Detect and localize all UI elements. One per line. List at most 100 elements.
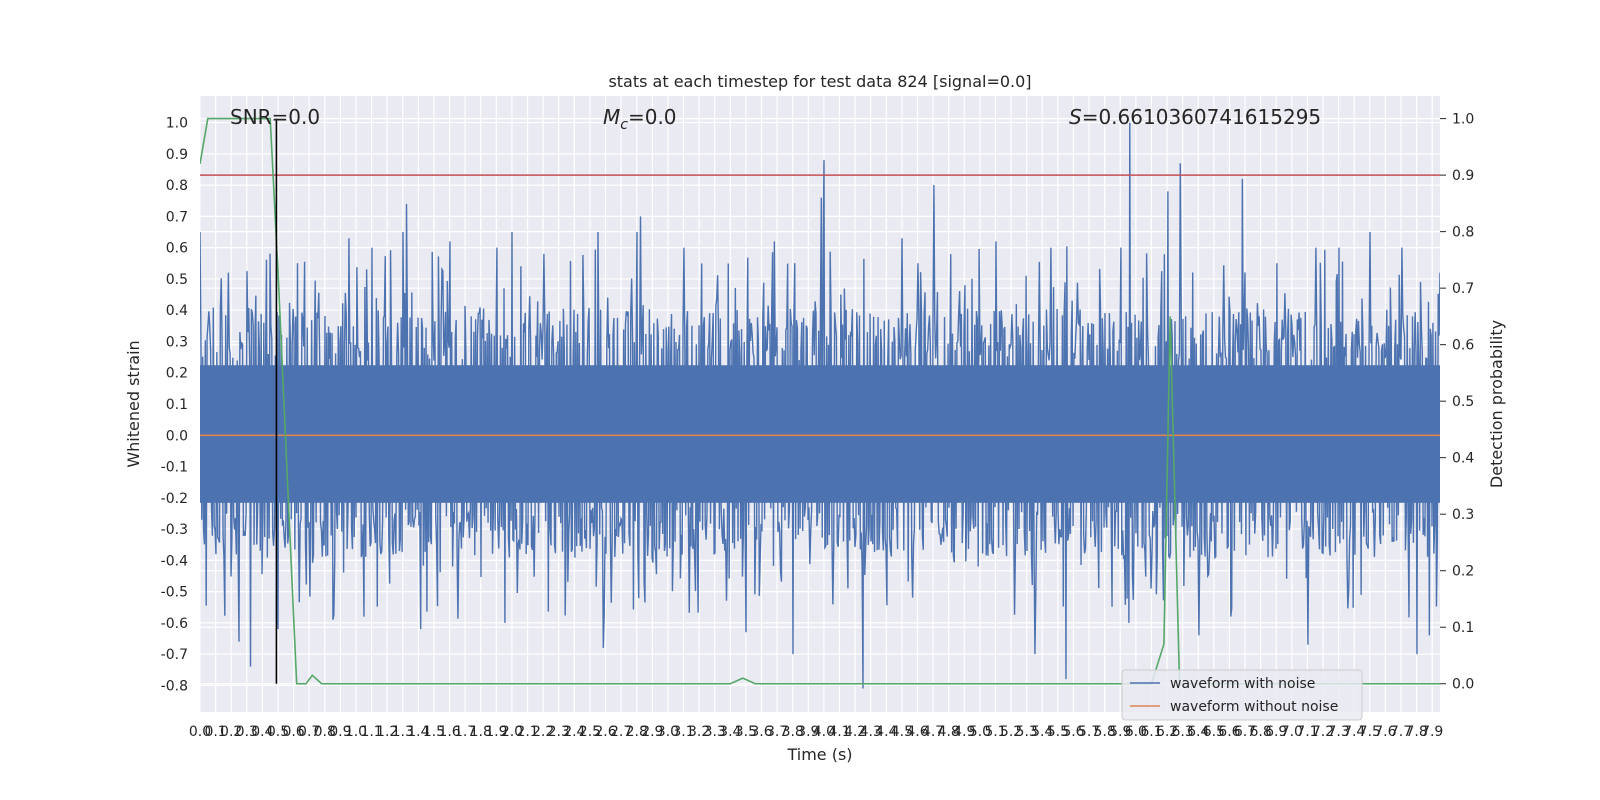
y-right-tick-label: 0.2: [1452, 564, 1474, 580]
y-right-tick-label: 0.9: [1452, 168, 1474, 184]
x-tick-label: 2.7: [610, 724, 632, 740]
y-left-tick-label: -0.6: [161, 616, 188, 632]
x-tick-label: 4.3: [860, 724, 882, 740]
x-tick-label: 4.0: [813, 724, 835, 740]
y-left-tick-label: 0.1: [166, 397, 188, 413]
y-left-tick-label: 0.3: [166, 334, 188, 350]
x-tick-label: 3.8: [782, 724, 804, 740]
chart-title: stats at each timestep for test data 824…: [608, 72, 1031, 91]
x-tick-label: 5.1: [984, 724, 1006, 740]
x-tick-label: 3.2: [688, 724, 710, 740]
x-tick-label: 3.5: [735, 724, 757, 740]
x-tick-label: 0.9: [329, 724, 351, 740]
x-tick-label: 0.8: [314, 724, 336, 740]
y-left-tick-label: 0.0: [166, 428, 188, 444]
x-tick-label: 4.1: [828, 724, 850, 740]
x-tick-label: 5.4: [1031, 724, 1053, 740]
x-tick-label: 3.3: [704, 724, 726, 740]
x-tick-label: 2.2: [532, 724, 554, 740]
legend-box: [1121, 669, 1363, 721]
x-tick-label: 6.5: [1203, 724, 1225, 740]
x-tick-label: 6.0: [1125, 724, 1147, 740]
x-tick-label: 2.9: [641, 724, 663, 740]
y-axis-right-label: Detection probability: [1487, 320, 1506, 488]
y-left-tick-label: 0.5: [166, 272, 188, 288]
x-tick-label: 7.0: [1281, 724, 1303, 740]
x-tick-label: 4.8: [938, 724, 960, 740]
x-tick-label: 7.2: [1312, 724, 1334, 740]
y-right-tick-label: 0.4: [1452, 451, 1474, 467]
x-tick-label: 1.1: [360, 724, 382, 740]
legend-label-noise: waveform with noise: [1170, 676, 1315, 692]
x-tick-label: 5.7: [1078, 724, 1100, 740]
x-tick-label: 5.0: [969, 724, 991, 740]
x-tick-label: 6.2: [1156, 724, 1178, 740]
y-axis-right-ticks: 0.0 0.1 0.2 0.3 0.4 0.5 0.6 0.7 0.8 0.9 1.0: [1440, 112, 1474, 693]
s-symbol: S: [1069, 105, 1082, 129]
x-tick-label: 1.5: [423, 724, 445, 740]
x-tick-label: 2.5: [579, 724, 601, 740]
mc-annotation: Mc=0.0: [603, 105, 677, 133]
x-tick-label: 3.9: [797, 724, 819, 740]
x-tick-label: 0.1: [204, 724, 226, 740]
x-tick-label: 2.4: [563, 724, 585, 740]
y-left-tick-label: 0.6: [166, 241, 188, 257]
x-tick-label: 4.4: [875, 724, 897, 740]
y-left-tick-label: 0.7: [166, 209, 188, 225]
x-tick-label: 3.4: [719, 724, 741, 740]
y-right-tick-label: 0.3: [1452, 507, 1474, 523]
x-tick-label: 5.2: [1000, 724, 1022, 740]
x-tick-label: 0.2: [220, 724, 242, 740]
x-tick-label: 7.3: [1327, 724, 1349, 740]
x-tick-label: 7.8: [1405, 724, 1427, 740]
s-annotation: S=0.6610360741615295: [1069, 105, 1321, 129]
x-tick-label: 6.4: [1187, 724, 1209, 740]
detection-probability-line: [200, 117, 1440, 685]
x-tick-label: 7.4: [1343, 724, 1365, 740]
y-left-tick-label: -0.7: [161, 647, 188, 663]
x-tick-label: 6.6: [1218, 724, 1240, 740]
x-tick-label: 1.6: [438, 724, 460, 740]
y-left-tick-label: -0.5: [161, 585, 188, 601]
x-tick-label: 1.0: [345, 724, 367, 740]
x-tick-label: 4.6: [906, 724, 928, 740]
x-tick-label: 0.4: [251, 724, 273, 740]
plot-area: [200, 117, 1440, 689]
x-tick-label: 1.3: [392, 724, 414, 740]
x-tick-label: 1.2: [376, 724, 398, 740]
x-tick-label: 7.6: [1374, 724, 1396, 740]
y-right-tick-label: 0.7: [1452, 281, 1474, 297]
y-axis-left-ticks: -0.8 -0.7 -0.6 -0.5 -0.4 -0.3 -0.2 -0.1 0.0 0.1 0.…: [161, 116, 188, 695]
x-tick-label: 4.7: [922, 724, 944, 740]
y-left-tick-label: -0.3: [161, 522, 188, 538]
x-tick-label: 3.0: [657, 724, 679, 740]
x-tick-label: 0.3: [236, 724, 258, 740]
x-tick-label: 1.9: [485, 724, 507, 740]
x-tick-label: 7.1: [1296, 724, 1318, 740]
x-tick-label: 2.1: [516, 724, 538, 740]
mc-subscript: c: [620, 117, 628, 133]
y-left-tick-label: -0.8: [161, 678, 188, 694]
x-tick-label: 7.7: [1390, 724, 1412, 740]
x-tick-label: 2.6: [594, 724, 616, 740]
x-tick-label: 3.6: [750, 724, 772, 740]
y-left-tick-label: 1.0: [166, 116, 188, 132]
x-axis-ticks: 0.00.10.20.30.40.50.60.70.80.91.01.11.21…: [189, 724, 1443, 740]
y-right-tick-label: 1.0: [1452, 112, 1474, 128]
x-tick-label: 5.9: [1109, 724, 1131, 740]
y-axis-left-label: Whitened strain: [124, 340, 143, 467]
x-tick-label: 5.8: [1094, 724, 1116, 740]
y-left-tick-label: -0.4: [161, 553, 188, 569]
s-value: =0.6610360741615295: [1082, 105, 1321, 129]
y-left-tick-label: -0.1: [161, 460, 188, 476]
mc-value: =0.0: [628, 105, 677, 129]
x-axis-label: Time (s): [786, 745, 852, 764]
waveform-noise-band: [200, 365, 1440, 503]
x-tick-label: 1.8: [470, 724, 492, 740]
x-tick-label: 2.3: [548, 724, 570, 740]
y-right-tick-label: 0.6: [1452, 338, 1474, 354]
y-left-tick-label: 0.2: [166, 366, 188, 382]
x-tick-label: 2.0: [501, 724, 523, 740]
x-tick-label: 5.5: [1047, 724, 1069, 740]
